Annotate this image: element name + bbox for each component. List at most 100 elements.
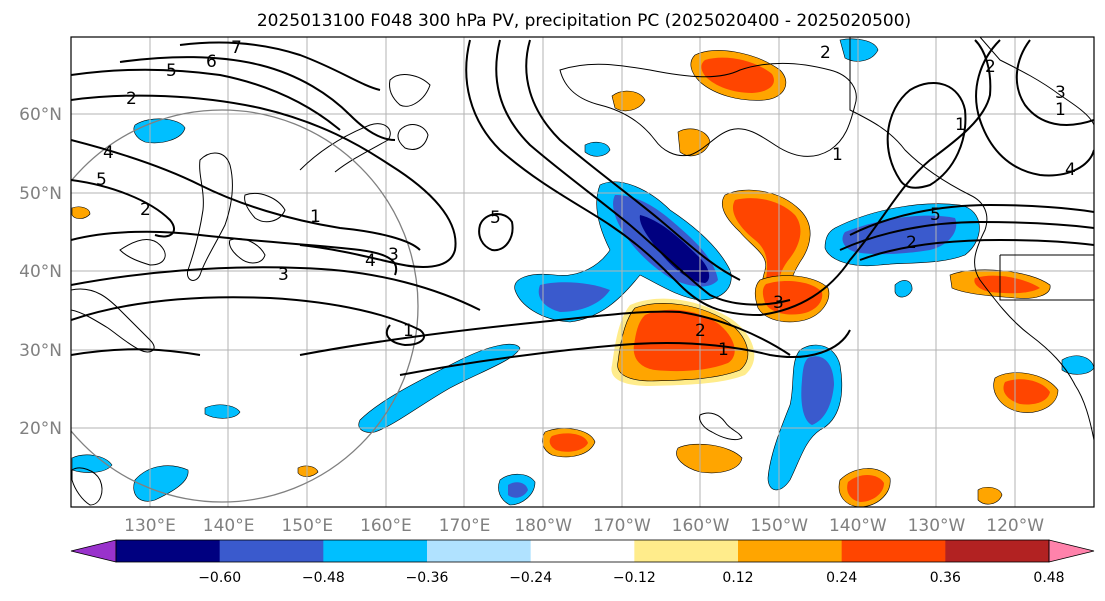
- range-circle: [71, 109, 419, 503]
- latitude-label: 30°N: [19, 341, 62, 361]
- precip-negative-region: [584, 141, 611, 157]
- longitude-label: 180°W: [514, 516, 572, 536]
- contour-labels: 7 6 5 2 4 5 2 1 4 3 3 5 1 2 1 3 2 1 5 2 …: [96, 38, 1076, 360]
- contour-label: 2: [126, 89, 137, 109]
- latitude-label: 50°N: [19, 184, 62, 204]
- contour-label: 4: [103, 143, 114, 163]
- colorbar-segment: [427, 540, 532, 562]
- latitude-label: 40°N: [19, 262, 62, 282]
- colorbar-segment: [323, 540, 428, 562]
- pv-contour-line: [525, 39, 741, 281]
- longitude-label: 140°E: [203, 516, 255, 536]
- precip-positive-region: [977, 486, 1003, 505]
- colorbar-extend-low: [70, 539, 117, 563]
- pv-contour-line: [71, 296, 425, 347]
- contour-label: 3: [278, 265, 289, 285]
- longitude-label: 140°W: [829, 516, 887, 536]
- pv-contour-line: [886, 81, 967, 189]
- map-frame: [70, 36, 1095, 508]
- contour-label: 3: [1055, 83, 1066, 103]
- precip-positive-region: [297, 465, 319, 477]
- precip-positive-region: [676, 443, 743, 474]
- pv-contour-line: [495, 39, 791, 306]
- contour-label: 1: [955, 115, 966, 135]
- colorbar-segment: [945, 540, 1050, 562]
- contour-label: 4: [1065, 160, 1076, 180]
- precip-positive-region: [71, 206, 91, 219]
- precip-negative-region: [204, 404, 241, 419]
- latitude-label: 60°N: [19, 105, 62, 125]
- pv-contour-line: [71, 94, 457, 268]
- latitude-labels: 60°N 50°N 40°N 30°N 20°N: [19, 105, 62, 439]
- contour-label: 1: [403, 321, 414, 341]
- precip-negative-region: [538, 282, 610, 312]
- pv-contour-line: [299, 310, 791, 356]
- contour-label: 7: [231, 38, 242, 58]
- pv-contour-line: [975, 39, 1094, 177]
- contour-label: 5: [930, 205, 941, 225]
- contour-label: 2: [695, 321, 706, 341]
- contour-label: 1: [310, 207, 321, 227]
- colorbar-tick-label: −0.48: [302, 570, 345, 586]
- pv-contour-line: [71, 348, 201, 356]
- colorbar-tick-label: 0.36: [930, 570, 961, 586]
- contour-label: 3: [388, 245, 399, 265]
- contour-label: 5: [166, 61, 177, 81]
- contour-label: 2: [906, 233, 917, 253]
- colorbar-segment: [116, 540, 221, 562]
- precip-positive-region: [847, 474, 884, 502]
- longitude-label: 150°W: [750, 516, 808, 536]
- precip-negative-region: [801, 356, 834, 425]
- precip-negative-region: [508, 482, 528, 498]
- pv-contour-line: [839, 220, 1094, 251]
- lat-lon-grid: [71, 37, 1094, 507]
- precip-negative-region: [894, 280, 913, 298]
- colorbar-tick-label: −0.60: [198, 570, 241, 586]
- pv-contour-line: [859, 238, 1094, 261]
- contour-label: 4: [365, 251, 376, 271]
- latitude-label: 20°N: [19, 419, 62, 439]
- precip-positive-region: [633, 309, 735, 372]
- contour-label: 1: [1055, 100, 1066, 120]
- longitude-label: 170°W: [593, 516, 651, 536]
- longitude-label: 130°W: [908, 516, 966, 536]
- colorbar-extend-high: [1048, 539, 1095, 563]
- colorbar: −0.60 −0.48 −0.36 −0.24 −0.12 0.12 0.24 0.36 0.4…: [70, 539, 1095, 586]
- pv-contour-line: [1015, 39, 1094, 126]
- colorbar-tick-label: 0.12: [722, 570, 753, 586]
- pv-contour-line: [478, 213, 514, 252]
- precip-negative-region: [358, 343, 521, 433]
- colorbar-segment: [738, 540, 843, 562]
- colorbar-segment: [530, 540, 635, 562]
- pv-contour-line: [849, 203, 1094, 236]
- contour-label: 2: [140, 200, 151, 220]
- longitude-label: 160°E: [360, 516, 412, 536]
- figure-title: 2025013100 F048 300 hPa PV, precipitatio…: [257, 11, 911, 31]
- precip-positive-region: [762, 280, 823, 315]
- longitude-label: 160°W: [672, 516, 730, 536]
- longitude-label: 120°W: [986, 516, 1044, 536]
- precip-positive-region: [611, 90, 646, 112]
- longitude-label: 130°E: [124, 516, 176, 536]
- pv-contour-line: [399, 329, 851, 376]
- colorbar-tick-label: −0.12: [613, 570, 656, 586]
- map-panel: 7 6 5 2 4 5 2 1 4 3 3 5 1 2 1 3 2 1 5 2 …: [70, 36, 1095, 508]
- colorbar-frame: [115, 539, 1050, 563]
- pv-contour-line: [71, 68, 341, 131]
- contour-label: 3: [773, 293, 784, 313]
- precip-negative-region: [133, 465, 189, 502]
- precip-positive-region: [974, 275, 1040, 294]
- colorbar-tick-label: 0.48: [1033, 570, 1064, 586]
- precip-positive-region: [701, 57, 774, 93]
- longitude-label: 170°E: [439, 516, 491, 536]
- pv-contours: [71, 39, 1094, 376]
- contour-label: 2: [820, 43, 831, 63]
- pv-contour-line: [71, 266, 481, 311]
- precip-positive-region: [549, 433, 588, 452]
- colorbar-tick-label: 0.24: [826, 570, 857, 586]
- pv-contour-line: [179, 41, 381, 91]
- colorbar-segment: [634, 540, 739, 562]
- pv-contour-line: [71, 139, 421, 251]
